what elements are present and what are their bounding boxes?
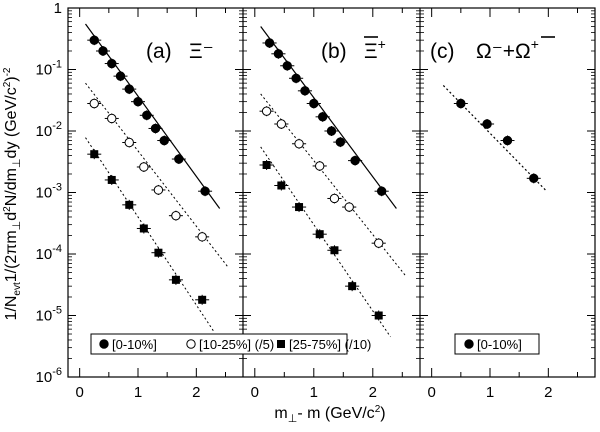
marks-layer [85,23,546,355]
data-point [124,84,134,94]
data-point [482,119,492,129]
x-tick-label: 2 [369,384,377,401]
data-point [309,98,319,109]
data-point [276,119,287,129]
data-point [133,96,143,107]
data-point [330,246,339,255]
data-point [107,113,117,124]
data-point [335,137,346,147]
data-point [198,295,207,304]
legend-label: [10-25%] (/5) [199,337,274,352]
data-point [350,155,360,166]
y-tick-label: 10-2 [36,120,62,140]
fit-line [85,82,229,268]
data-point [329,193,340,204]
data-point [107,175,116,184]
data-point [154,248,163,257]
data-point [115,71,126,81]
data-point [89,35,99,45]
data-point [142,110,152,121]
data-point [174,154,184,164]
data-point [348,282,357,291]
x-tick-label: 0 [75,384,83,401]
y-tick-label: 10-1 [36,59,62,79]
x-tick-label: 1 [486,384,494,401]
data-point [171,210,181,221]
data-point [315,230,324,239]
panel-label: (a) [146,40,172,63]
data-point [277,181,286,190]
data-point [294,139,304,149]
x-tick-label: 1 [134,384,142,401]
data-point [107,58,117,69]
y-tick-label: 10-6 [36,366,62,386]
data-point [456,98,466,109]
legend-box [90,333,348,355]
legend-marker [186,339,196,349]
data-point [261,106,272,116]
data-point [282,61,292,71]
data-point [291,73,301,83]
x-tick-label: 1 [310,384,318,401]
y-tick-label: 10-5 [36,305,62,325]
data-point [376,186,387,196]
legend-marker [464,339,474,349]
data-point [139,162,149,172]
data-point [300,86,310,96]
legend-marker [99,339,109,349]
data-point [262,160,271,169]
data-point [153,185,164,195]
x-axis-title: m⊥- m (GeV/c2) [274,404,385,425]
data-point [374,238,384,248]
y-tick-label: 1 [54,0,62,17]
fit-line [260,26,397,209]
legend-box [454,333,540,355]
data-point [197,232,207,242]
data-point [90,150,99,159]
panel-label: (b) [321,40,347,63]
legend-marker [277,340,285,348]
data-point [295,203,304,212]
data-point [159,135,169,146]
plot-frame [67,7,596,378]
y-axis-title: 1/Nevt1/(2πm⊥d2N/dm⊥dy (GeV/c2)-2 [2,67,23,320]
fit-line [85,23,221,209]
data-point [264,38,275,48]
data-point [89,98,99,109]
data-point [98,46,108,56]
data-point [273,49,284,59]
particle-label: Ξ+ [364,36,386,63]
legend-label: [0-10%] [112,337,157,352]
particle-label: Ξ⁻ [189,40,214,63]
y-tick-label: 10-3 [36,182,62,202]
data-point [171,275,180,284]
data-point [200,186,210,196]
data-point [125,200,134,209]
legend-label: [25-75%] (/10) [289,337,371,352]
data-point [317,112,328,122]
data-point [374,311,383,320]
data-point [124,137,134,148]
text-layer: 0 1 2 0 1 2 0 1 2 10-6 10-5 10-4 10-3 10-2 10-1 1 1/Nevt… [2,0,555,425]
particle-label: Ω⁻+Ω+ [476,36,539,63]
x-tick-label: 2 [544,384,552,401]
y-tick-label: 10-4 [36,243,62,263]
panel-label: (c) [430,40,455,63]
data-point [529,173,539,184]
data-point [315,161,325,171]
legend-label: [0-10%] [477,337,522,352]
data-point [150,123,161,134]
fit-line [85,137,215,332]
x-tick-label: 2 [192,384,200,401]
x-tick-label: 0 [427,384,435,401]
x-tick-label: 0 [251,384,259,401]
axes-layer [67,7,596,378]
data-point [344,202,354,212]
data-point [502,135,513,146]
data-point [139,224,148,233]
data-point [326,126,337,136]
